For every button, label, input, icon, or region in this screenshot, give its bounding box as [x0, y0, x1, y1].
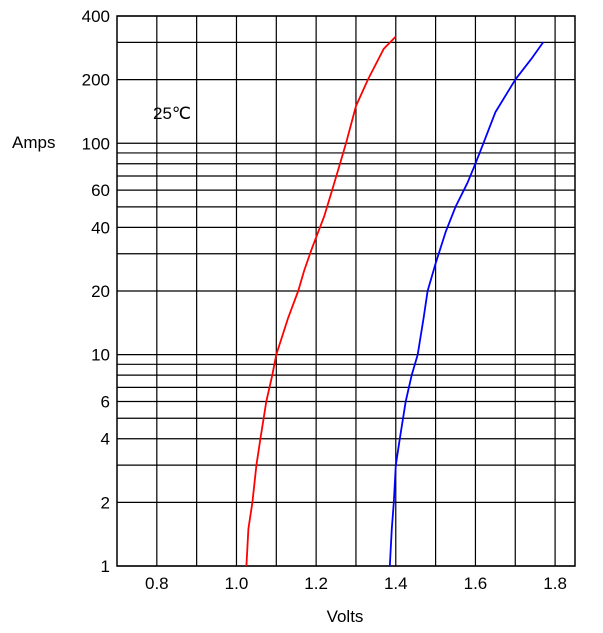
y-tick-label: 200: [82, 71, 110, 90]
x-tick-label: 1.8: [543, 574, 567, 593]
series-line: [245, 35, 397, 567]
x-tick-label: 1.4: [384, 574, 408, 593]
x-tick-label: 1.0: [225, 574, 249, 593]
series-group: [245, 35, 544, 567]
y-tick-label: 4: [101, 430, 110, 449]
x-tick-label: 1.2: [304, 574, 328, 593]
y-tick-labels: 1 2 4 6 10 20 40 60 100 200 400: [82, 7, 110, 576]
y-tick-label: 2: [101, 493, 110, 512]
plot-frame: [116, 15, 576, 567]
y-axis-label: Amps: [12, 133, 55, 152]
y-tick-label: 6: [101, 393, 110, 412]
series-line: [388, 41, 544, 567]
x-axis-label: Volts: [327, 607, 364, 626]
x-tick-label: 0.8: [145, 574, 169, 593]
y-tick-label: 100: [82, 134, 110, 153]
y-tick-label: 10: [91, 346, 110, 365]
y-tick-label: 1: [101, 557, 110, 576]
y-tick-label: 60: [91, 181, 110, 200]
temperature-annotation: 25℃: [153, 104, 191, 123]
y-tick-label: 40: [91, 218, 110, 237]
y-tick-label: 20: [91, 282, 110, 301]
x-tick-label: 1.6: [464, 574, 488, 593]
grid: [117, 15, 575, 567]
x-tick-labels: 0.8 1.0 1.2 1.4 1.6 1.8: [145, 574, 567, 593]
y-tick-label: 400: [82, 7, 110, 26]
